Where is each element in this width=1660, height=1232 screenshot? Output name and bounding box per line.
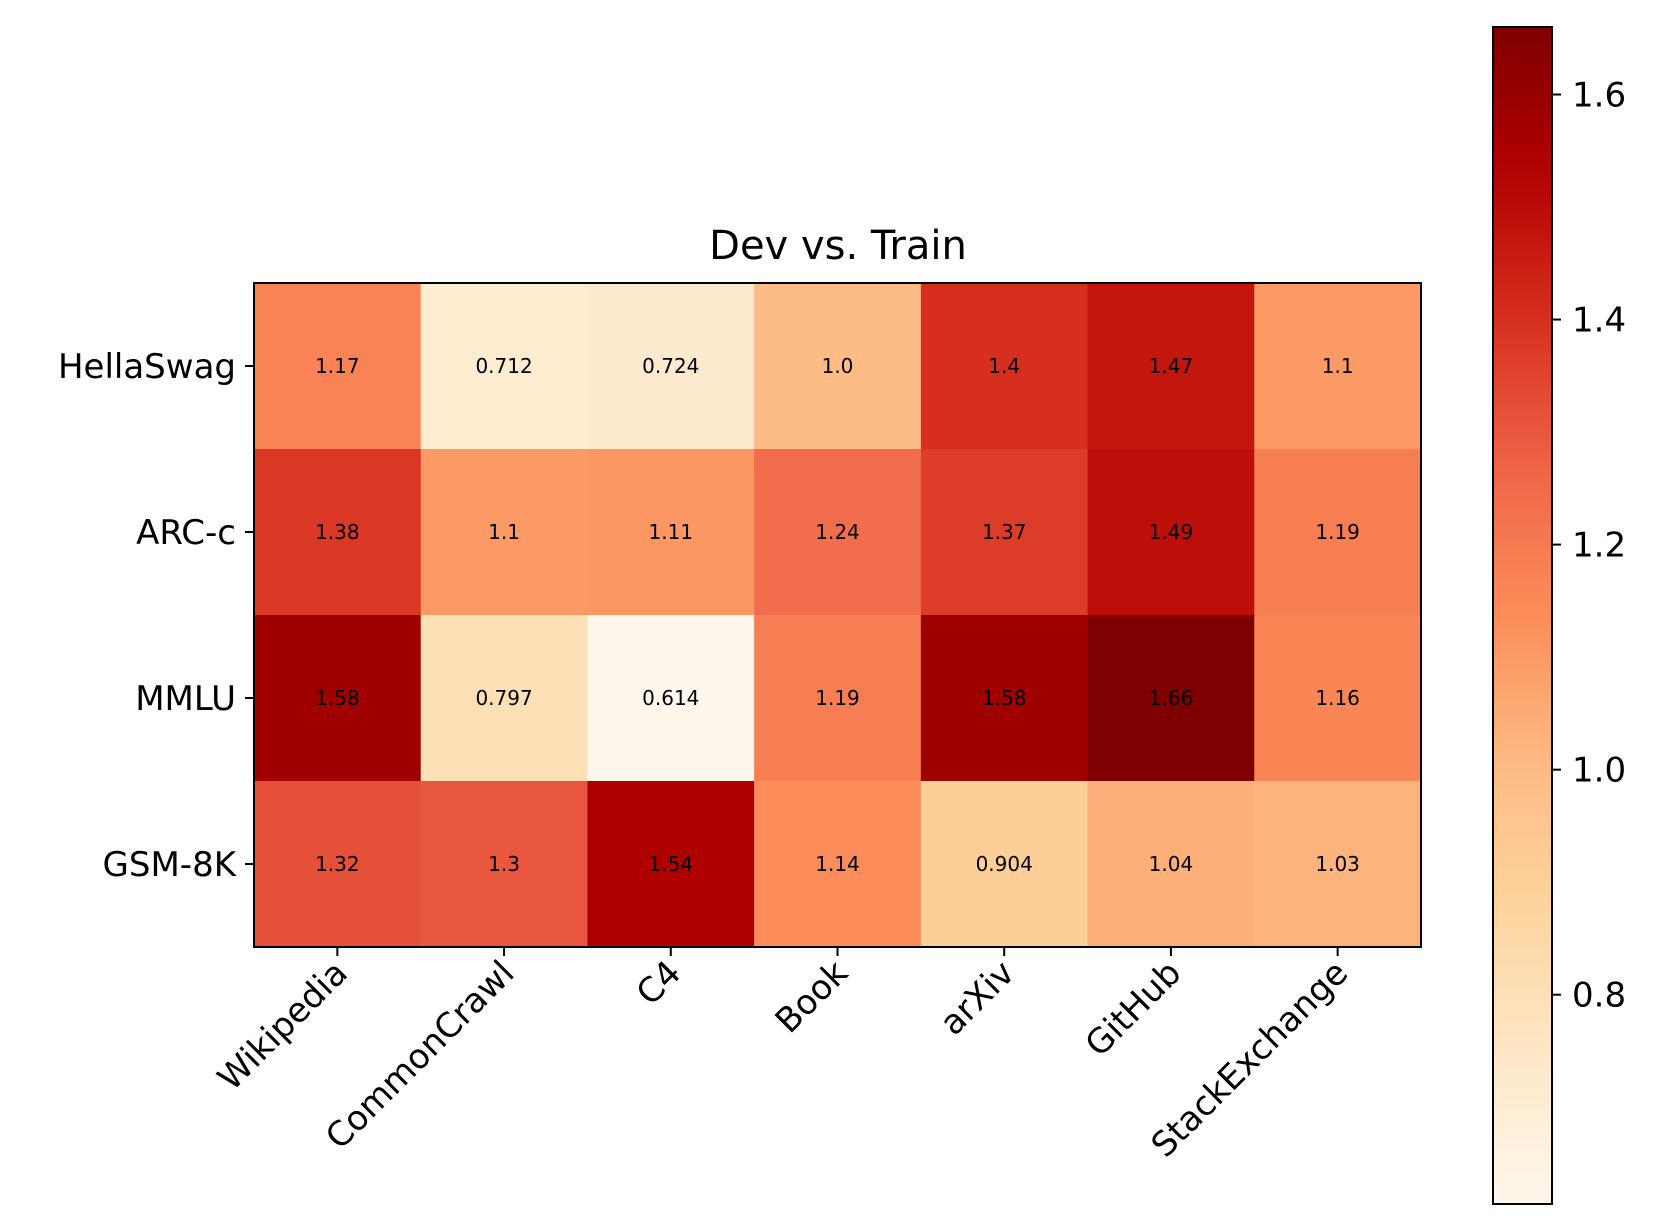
cell-value-label: 1.32	[315, 852, 360, 876]
heatmap-cells: 1.17 0.712 0.724 1.0 1.4 1.47 1.1 1.38 1.1 1.11 1.…	[253, 282, 1422, 948]
cell-value-label: 1.54	[649, 852, 694, 876]
row-label: HellaSwag	[58, 347, 236, 387]
heatmap-cell	[754, 615, 922, 782]
heatmap-cell	[420, 615, 588, 782]
cell-value-label: 0.797	[475, 686, 532, 710]
heatmap-cell	[420, 449, 588, 616]
colorbar-scale	[1492, 26, 1553, 1205]
cell-value-label: 1.0	[822, 354, 854, 378]
row-label: ARC-c	[136, 513, 236, 553]
cell-value-label: 0.724	[642, 354, 699, 378]
colorbar-tick-label: 1.4	[1572, 301, 1626, 341]
heatmap-cell	[420, 283, 588, 450]
cell-value-label: 1.37	[982, 520, 1027, 544]
cell-value-label: 1.38	[315, 520, 360, 544]
heatmap-cell	[254, 781, 422, 948]
cell-value-label: 1.11	[649, 520, 694, 544]
cell-value-label: 1.19	[1315, 520, 1360, 544]
heatmap-cell	[920, 283, 1089, 450]
column-label: Wikipedia	[210, 953, 356, 1099]
cell-value-label: 1.1	[488, 520, 520, 544]
colorbar-tick-label: 1.0	[1572, 751, 1626, 791]
cell-value-label: 1.17	[315, 354, 360, 378]
cell-value-label: 1.47	[1149, 354, 1194, 378]
cell-value-label: 1.16	[1315, 686, 1360, 710]
heatmap-cell	[254, 449, 422, 616]
heatmap-cell	[254, 615, 422, 782]
colorbar-tick-label: 1.2	[1572, 526, 1626, 566]
heatmap-cell	[1254, 449, 1422, 616]
row-label: MMLU	[135, 679, 236, 719]
column-label: C4	[629, 953, 689, 1013]
heatmap-cell	[920, 449, 1089, 616]
heatmap-cell	[587, 449, 755, 616]
cell-value-label: 1.58	[982, 686, 1027, 710]
heatmap-cell	[1087, 615, 1255, 782]
colorbar-tick-label: 1.6	[1572, 76, 1626, 116]
heatmap-cell	[587, 283, 755, 450]
heatmap-cell	[1087, 781, 1255, 948]
colorbar: 0.8 1.0 1.2 1.4 1.6	[1492, 26, 1626, 1205]
row-labels: HellaSwag ARC-c MMLU GSM-8K	[58, 347, 254, 885]
heatmap-cell	[1254, 615, 1422, 782]
heatmap-cell	[754, 781, 922, 948]
cell-value-label: 1.03	[1315, 852, 1360, 876]
heatmap-cell	[1254, 781, 1422, 948]
row-label: GSM-8K	[103, 845, 238, 885]
heatmap-cell	[1087, 449, 1255, 616]
cell-value-label: 1.66	[1149, 686, 1194, 710]
cell-value-label: 1.49	[1149, 520, 1194, 544]
colorbar-tick-label: 0.8	[1572, 976, 1626, 1016]
chart-title: Dev vs. Train	[709, 223, 967, 269]
column-label: GitHub	[1078, 953, 1190, 1065]
cell-value-label: 0.614	[642, 686, 699, 710]
heatmap-cell	[920, 781, 1089, 948]
heatmap-cell	[587, 781, 755, 948]
cell-value-label: 1.4	[988, 354, 1020, 378]
heatmap-cell	[1254, 283, 1422, 450]
heatmap-cell	[254, 283, 422, 450]
column-label: Book	[768, 953, 856, 1041]
heatmap-cell	[754, 283, 922, 450]
cell-value-label: 1.19	[815, 686, 860, 710]
heatmap-cell	[754, 449, 922, 616]
cell-value-label: 1.58	[315, 686, 360, 710]
cell-value-label: 1.14	[815, 852, 860, 876]
heatmap-cell	[1087, 283, 1255, 450]
cell-value-label: 1.24	[815, 520, 860, 544]
cell-value-label: 1.04	[1149, 852, 1194, 876]
heatmap-cell	[587, 615, 755, 782]
cell-value-label: 1.1	[1322, 354, 1354, 378]
heatmap-cell	[920, 615, 1089, 782]
cell-value-label: 0.904	[976, 852, 1033, 876]
cell-value-label: 0.712	[475, 354, 532, 378]
cell-value-label: 1.3	[488, 852, 520, 876]
column-label: arXiv	[932, 953, 1022, 1043]
heatmap-cell	[420, 781, 588, 948]
